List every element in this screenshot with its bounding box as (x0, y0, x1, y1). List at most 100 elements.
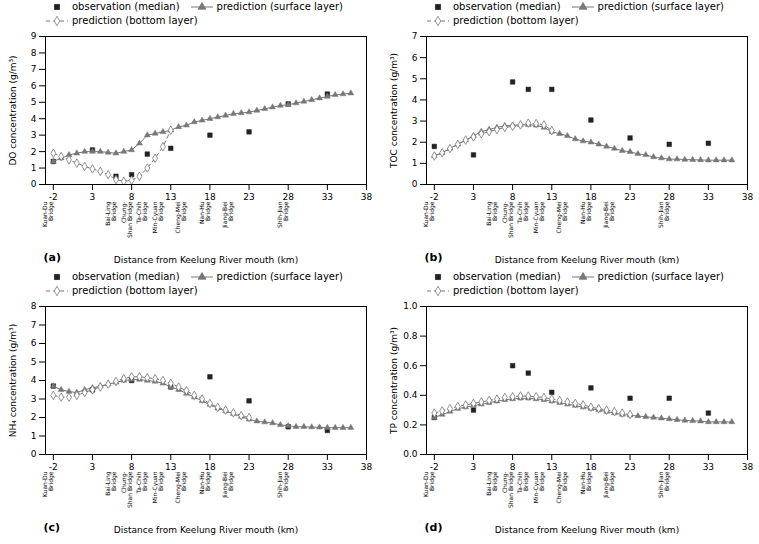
svg-text:2: 2 (31, 412, 37, 422)
svg-text:(c): (c) (44, 521, 61, 534)
svg-text:Chung-Shan Bridge: Chung-Shan Bridge (120, 471, 134, 508)
svg-text:3: 3 (31, 130, 37, 140)
svg-text:0: 0 (31, 179, 37, 189)
svg-text:38: 38 (742, 192, 754, 202)
svg-text:13: 13 (165, 192, 176, 202)
svg-text:-2: -2 (430, 462, 439, 472)
svg-text:Distance from Keelung River mo: Distance from Keelung River mouth (km) (114, 525, 298, 535)
svg-text:Jiang-BeiBridge: Jiang-BeiBridge (602, 201, 616, 228)
svg-text:0.8: 0.8 (403, 331, 418, 341)
svg-text:Chung-Shan Bridge: Chung-Shan Bridge (120, 201, 134, 238)
svg-text:Cheng-MeiBridge: Cheng-MeiBridge (174, 201, 188, 233)
svg-text:6: 6 (31, 338, 37, 348)
svg-text:DO concentration (g/m³): DO concentration (g/m³) (8, 55, 18, 165)
svg-text:4: 4 (31, 114, 37, 124)
svg-text:23: 23 (624, 192, 635, 202)
svg-text:(b): (b) (425, 251, 443, 264)
svg-text:0.6: 0.6 (403, 361, 418, 371)
svg-text:Jiang-BeiBridge: Jiang-BeiBridge (221, 201, 235, 228)
svg-text:5: 5 (412, 74, 418, 84)
svg-text:Shih-JianBridge: Shih-JianBridge (276, 471, 290, 498)
svg-text:4: 4 (412, 95, 418, 105)
svg-text:(a): (a) (44, 251, 61, 264)
svg-text:38: 38 (742, 462, 754, 472)
svg-text:8: 8 (129, 462, 135, 472)
svg-text:38: 38 (361, 462, 373, 472)
svg-text:Bai-LingBridge: Bai-LingBridge (485, 471, 499, 496)
svg-text:Chung-Shan Bridge: Chung-Shan Bridge (501, 201, 515, 238)
svg-text:6: 6 (31, 81, 37, 91)
svg-text:13: 13 (546, 462, 557, 472)
svg-text:7: 7 (31, 320, 37, 330)
svg-text:3: 3 (31, 394, 37, 404)
svg-text:Bai-LingBridge: Bai-LingBridge (485, 201, 499, 226)
svg-text:3: 3 (471, 192, 477, 202)
svg-text:1: 1 (31, 431, 37, 441)
svg-text:18: 18 (204, 462, 216, 472)
svg-text:Distance from Keelung River mo: Distance from Keelung River mouth (km) (495, 525, 679, 535)
svg-text:28: 28 (282, 192, 294, 202)
svg-text:13: 13 (546, 192, 557, 202)
svg-text:Kuan-DuBridge: Kuan-DuBridge (422, 471, 436, 497)
svg-text:7: 7 (31, 64, 37, 74)
svg-text:Chung-Shan Bridge: Chung-Shan Bridge (501, 471, 515, 508)
svg-text:Nan-HuBridge: Nan-HuBridge (579, 201, 593, 224)
svg-text:Jiang-BeiBridge: Jiang-BeiBridge (221, 471, 235, 498)
svg-text:(d): (d) (425, 521, 443, 534)
svg-text:-2: -2 (49, 192, 58, 202)
svg-text:Distance from Keelung River mo: Distance from Keelung River mouth (km) (114, 255, 298, 265)
svg-text:1: 1 (412, 158, 418, 168)
svg-text:Cheng-MeiBridge: Cheng-MeiBridge (555, 201, 569, 233)
svg-text:TP concentration (g/m³): TP concentration (g/m³) (389, 327, 399, 435)
svg-text:33: 33 (703, 462, 714, 472)
svg-text:13: 13 (165, 462, 176, 472)
svg-text:-2: -2 (430, 192, 439, 202)
svg-text:4: 4 (31, 375, 37, 385)
svg-text:Kuan-DuBridge: Kuan-DuBridge (422, 201, 436, 227)
svg-text:Min-CyuanBridge: Min-CyuanBridge (151, 471, 165, 503)
svg-text:Cheng-MeiBridge: Cheng-MeiBridge (555, 471, 569, 503)
svg-text:Nan-HuBridge: Nan-HuBridge (198, 201, 212, 224)
svg-text:18: 18 (204, 192, 216, 202)
svg-text:33: 33 (322, 192, 333, 202)
svg-text:23: 23 (243, 192, 254, 202)
svg-text:28: 28 (663, 462, 675, 472)
svg-text:6: 6 (412, 53, 418, 63)
svg-text:0: 0 (31, 449, 37, 459)
svg-text:9: 9 (31, 31, 37, 41)
svg-text:3: 3 (412, 116, 418, 126)
svg-text:28: 28 (282, 462, 294, 472)
svg-text:3: 3 (90, 462, 96, 472)
svg-text:23: 23 (243, 462, 254, 472)
svg-text:3: 3 (471, 462, 477, 472)
svg-text:0.4: 0.4 (403, 390, 418, 400)
svg-text:2: 2 (31, 146, 37, 156)
svg-text:2: 2 (412, 137, 418, 147)
svg-text:3: 3 (90, 192, 96, 202)
svg-text:Bai-LingBridge: Bai-LingBridge (104, 471, 118, 496)
svg-text:Ta-ChihBridge: Ta-ChihBridge (135, 201, 149, 224)
svg-text:Ta-ChihBridge: Ta-ChihBridge (516, 471, 530, 494)
svg-text:Min-CyuanBridge: Min-CyuanBridge (151, 201, 165, 233)
svg-text:TOC concentration (g/m³): TOC concentration (g/m³) (389, 53, 399, 169)
svg-text:Min-CyuanBridge: Min-CyuanBridge (532, 471, 546, 503)
svg-text:Shih-JianBridge: Shih-JianBridge (657, 201, 671, 228)
svg-text:33: 33 (322, 462, 333, 472)
svg-text:33: 33 (703, 192, 714, 202)
svg-text:1.0: 1.0 (403, 301, 418, 311)
svg-text:Cheng-MeiBridge: Cheng-MeiBridge (174, 471, 188, 503)
svg-text:Distance from Keelung River mo: Distance from Keelung River mouth (km) (495, 255, 679, 265)
svg-text:Jiang-BeiBridge: Jiang-BeiBridge (602, 471, 616, 498)
svg-text:18: 18 (585, 192, 597, 202)
svg-text:8: 8 (510, 462, 516, 472)
svg-text:Kuan-DuBridge: Kuan-DuBridge (41, 471, 55, 497)
svg-text:38: 38 (361, 192, 373, 202)
svg-text:Nan-HuBridge: Nan-HuBridge (579, 471, 593, 494)
svg-text:Ta-ChihBridge: Ta-ChihBridge (516, 201, 530, 224)
svg-text:Bai-LingBridge: Bai-LingBridge (104, 201, 118, 226)
svg-text:8: 8 (129, 192, 135, 202)
svg-text:7: 7 (412, 31, 418, 41)
svg-text:Shih-JianBridge: Shih-JianBridge (657, 471, 671, 498)
svg-text:28: 28 (663, 192, 675, 202)
svg-text:Min-CyuanBridge: Min-CyuanBridge (532, 201, 546, 233)
